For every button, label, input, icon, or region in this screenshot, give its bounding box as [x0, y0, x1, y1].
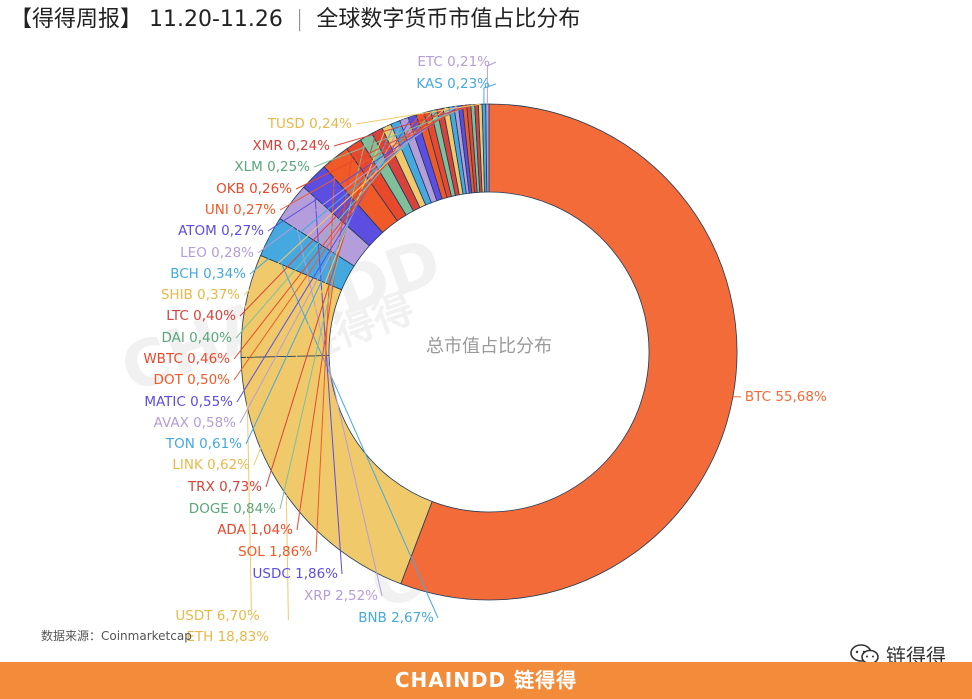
leader-avax	[239, 118, 405, 424]
leader-xrp	[290, 202, 383, 597]
label-leo: LEO 0,28%	[180, 245, 254, 261]
page-header: 【得得周报】 11.20-11.26 | 全球数字货币市值占比分布	[10, 4, 580, 36]
header-dates: 11.20-11.26	[149, 7, 283, 32]
leader-kas	[483, 83, 497, 105]
label-dai: DAI 0,40%	[161, 330, 232, 346]
leader-xmr	[333, 103, 477, 147]
label-atom: ATOM 0,27%	[178, 223, 264, 239]
header-separator: |	[295, 7, 304, 32]
label-wbtc: WBTC 0,46%	[143, 351, 230, 367]
label-xlm: XLM 0,25%	[234, 159, 310, 175]
leader-xlm	[313, 104, 473, 168]
label-dot: DOT 0,50%	[154, 372, 231, 388]
label-ada: ADA 1,04%	[217, 522, 293, 538]
label-btc: BTC 55,68%	[745, 389, 827, 405]
slice-etc	[485, 103, 490, 193]
leader-link	[253, 126, 387, 466]
center-label: 总市值占比分布	[426, 336, 552, 357]
label-xmr: XMR 0,24%	[253, 138, 331, 154]
label-doge: DOGE 0,84%	[189, 501, 276, 517]
leader-okb	[295, 104, 469, 190]
header-prefix: 【得得周报】	[10, 7, 143, 32]
label-link: LINK 0,62%	[172, 457, 250, 473]
leader-lines-group	[233, 61, 741, 621]
label-avax: AVAX 0,58%	[154, 415, 237, 431]
header-title: 全球数字货币市值占比分布	[316, 7, 581, 32]
label-tusd: TUSD 0,24%	[267, 116, 352, 132]
slice-btc	[400, 103, 738, 601]
leader-bnb	[269, 236, 439, 619]
label-trx: TRX 0,73%	[187, 479, 262, 495]
label-okb: OKB 0,26%	[216, 181, 292, 197]
label-bnb: BNB 2,67%	[358, 610, 434, 626]
leader-doge	[279, 136, 367, 510]
leader-tusd	[355, 103, 481, 125]
leader-leo	[257, 105, 457, 254]
label-usdc: USDC 1,86%	[253, 566, 339, 582]
label-kas: KAS 0,23%	[416, 76, 490, 92]
label-matic: MATIC 0,55%	[144, 394, 233, 410]
leader-usdt	[244, 305, 252, 611]
label-bch: BCH 0,34%	[170, 266, 246, 282]
source-note: 数据来源：Coinmarketcap	[41, 629, 192, 643]
labels-group: BTC 55,68% ETH 18,83% USDT 6,70% BNB 2,67% X…	[143, 54, 827, 645]
market-cap-donut-chart: BTC 55,68% ETH 18,83% USDT 6,70% BNB 2,67% X…	[143, 54, 827, 645]
label-sol: SOL 1,86%	[238, 544, 312, 560]
label-etc: ETC 0,21%	[417, 54, 490, 70]
leader-sol	[315, 157, 336, 553]
chart-area: BTC 55,68% ETH 18,83% USDT 6,70% BNB 2,67% X…	[0, 40, 972, 660]
footer-banner: CHAINDD 链得得	[0, 662, 972, 699]
leader-etc	[486, 61, 497, 105]
leader-atom	[267, 105, 461, 232]
leader-ton	[245, 122, 396, 445]
label-uni: UNI 0,27%	[205, 202, 276, 218]
label-ltc: LTC 0,40%	[166, 308, 236, 324]
label-eth: ETH 18,83%	[186, 629, 269, 645]
leader-eth	[285, 494, 289, 621]
label-xrp: XRP 2,52%	[304, 588, 378, 604]
leader-uni	[279, 104, 465, 211]
label-ton: TON 0,61%	[165, 436, 242, 452]
label-shib: SHIB 0,37%	[161, 287, 240, 303]
leader-trx	[265, 130, 378, 488]
label-usdt: USDT 6,70%	[175, 608, 259, 624]
